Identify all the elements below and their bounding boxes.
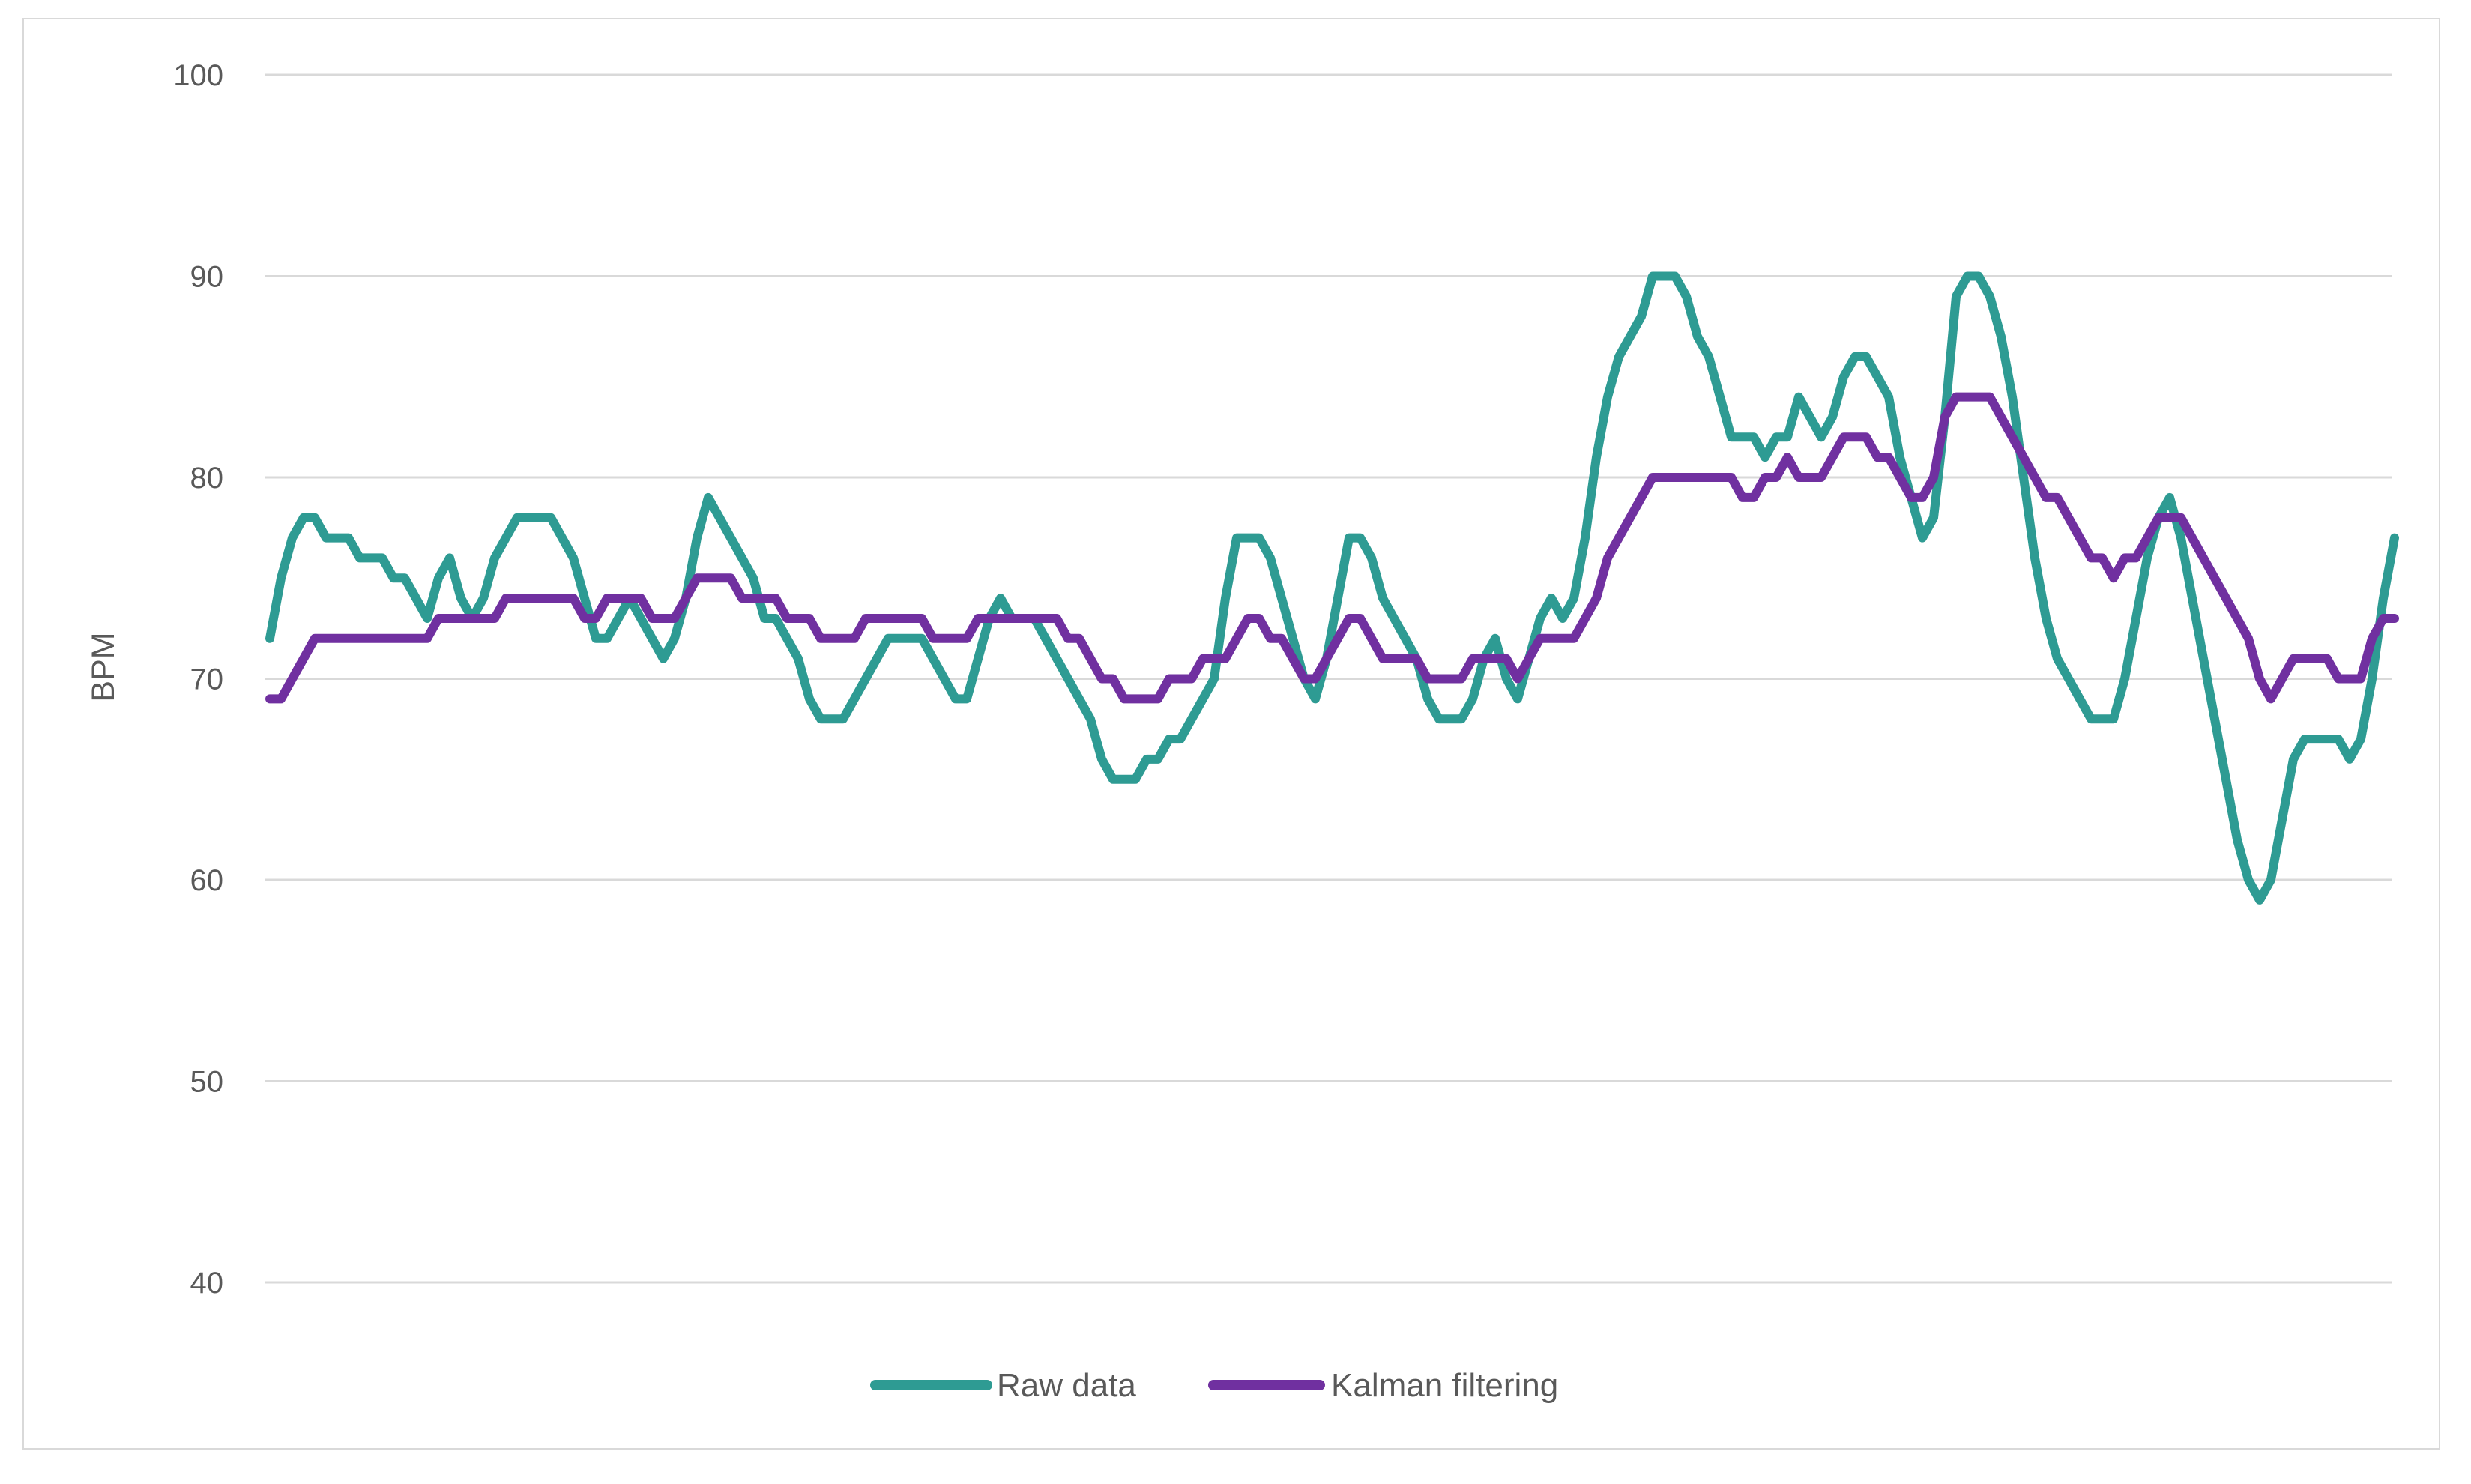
- legend-kalman-label[interactable]: Kalman filtering: [1331, 1367, 1558, 1404]
- kalman-filtering-series-line[interactable]: [265, 392, 2399, 704]
- y-tick-label: 50: [190, 1066, 224, 1099]
- y-tick-label: 70: [190, 663, 224, 696]
- legend-raw-data-label[interactable]: Raw data: [997, 1367, 1136, 1404]
- y-tick-label: 90: [190, 261, 224, 294]
- y-tick-label: 80: [190, 462, 224, 495]
- y-axis-title: BPM: [85, 632, 121, 702]
- y-tick-label: 40: [190, 1267, 224, 1300]
- chart-frame-border: [22, 18, 2440, 1450]
- y-tick-label: 60: [190, 864, 224, 897]
- raw-data-series-line[interactable]: [265, 271, 2399, 905]
- y-tick-label: 100: [173, 59, 223, 92]
